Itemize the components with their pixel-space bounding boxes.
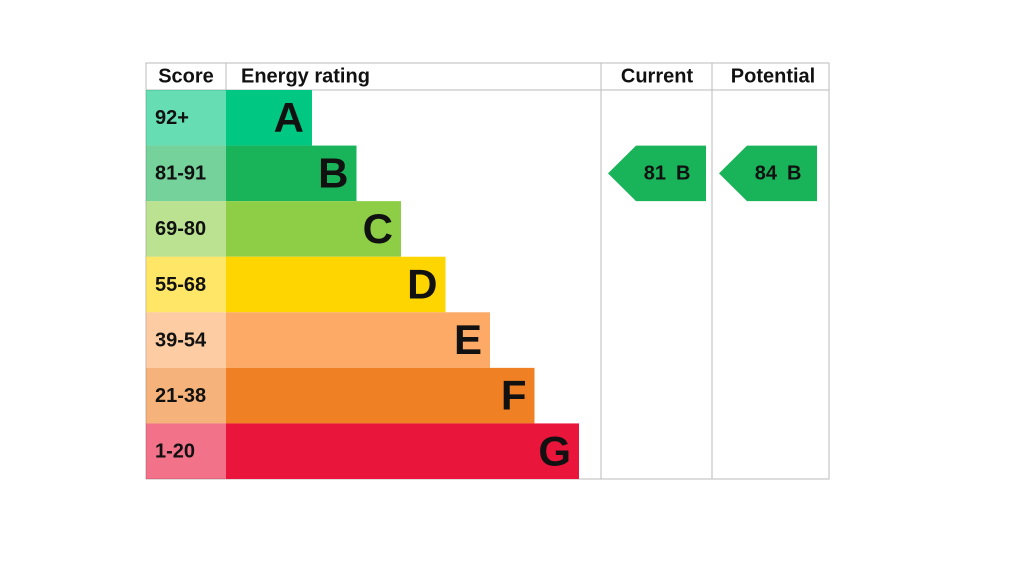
rating-bar: [226, 145, 357, 202]
score-label: 81-91: [155, 163, 206, 185]
score-label: 39-54: [155, 329, 207, 351]
indicator-value: 81: [644, 163, 666, 185]
rating-letter: D: [407, 261, 437, 308]
score-cell: [146, 367, 226, 424]
header-potential: Potential: [731, 65, 815, 87]
indicator-value: 84: [755, 163, 778, 185]
indicator-arrow: [719, 145, 817, 202]
rating-bar: [226, 423, 579, 479]
rating-bar: [226, 90, 312, 146]
score-cell: [146, 201, 226, 257]
potential-indicator: 84 B: [719, 145, 817, 202]
score-cell: [146, 90, 226, 146]
rating-letter: G: [538, 427, 571, 474]
rating-bar: [226, 256, 446, 313]
indicator-arrow: [608, 145, 706, 202]
rating-bar: [226, 201, 401, 257]
rating-letter: C: [363, 205, 393, 252]
score-cell: [146, 423, 226, 479]
header-score: Score: [158, 65, 214, 87]
score-cell: [146, 145, 226, 202]
rating-bar: [226, 312, 490, 368]
header-current: Current: [621, 65, 694, 87]
score-label: 92+: [155, 107, 189, 129]
header-rating: Energy rating: [241, 65, 370, 87]
score-cell: [146, 256, 226, 313]
indicator-letter: B: [787, 163, 801, 185]
rating-letter: E: [454, 316, 482, 363]
indicator-letter: B: [676, 163, 690, 185]
rating-letter: F: [501, 372, 527, 419]
score-cell: [146, 312, 226, 368]
score-label: 69-80: [155, 218, 206, 240]
score-label: 1-20: [155, 440, 195, 462]
score-label: 21-38: [155, 385, 206, 407]
rating-bar: [226, 367, 535, 424]
score-label: 55-68: [155, 274, 206, 296]
rating-letter: A: [274, 94, 304, 141]
rating-letter: B: [318, 149, 348, 196]
current-indicator: 81 B: [608, 145, 706, 202]
